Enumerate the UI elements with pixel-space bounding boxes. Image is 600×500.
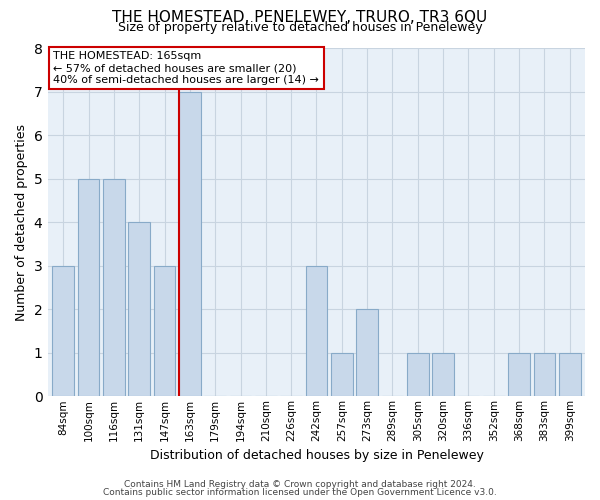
- Bar: [128, 222, 150, 396]
- Bar: [356, 309, 378, 396]
- Bar: [508, 352, 530, 397]
- Bar: [103, 178, 125, 396]
- Bar: [154, 266, 175, 396]
- Bar: [78, 178, 99, 396]
- Bar: [331, 352, 353, 397]
- Bar: [559, 352, 581, 397]
- Text: Size of property relative to detached houses in Penelewey: Size of property relative to detached ho…: [118, 22, 482, 35]
- Bar: [534, 352, 555, 397]
- Text: THE HOMESTEAD: 165sqm
← 57% of detached houses are smaller (20)
40% of semi-deta: THE HOMESTEAD: 165sqm ← 57% of detached …: [53, 52, 319, 84]
- Text: Contains public sector information licensed under the Open Government Licence v3: Contains public sector information licen…: [103, 488, 497, 497]
- Bar: [306, 266, 327, 396]
- Text: THE HOMESTEAD, PENELEWEY, TRURO, TR3 6QU: THE HOMESTEAD, PENELEWEY, TRURO, TR3 6QU: [112, 10, 488, 25]
- X-axis label: Distribution of detached houses by size in Penelewey: Distribution of detached houses by size …: [149, 450, 484, 462]
- Bar: [179, 92, 200, 397]
- Bar: [52, 266, 74, 396]
- Y-axis label: Number of detached properties: Number of detached properties: [15, 124, 28, 320]
- Bar: [433, 352, 454, 397]
- Text: Contains HM Land Registry data © Crown copyright and database right 2024.: Contains HM Land Registry data © Crown c…: [124, 480, 476, 489]
- Bar: [407, 352, 428, 397]
